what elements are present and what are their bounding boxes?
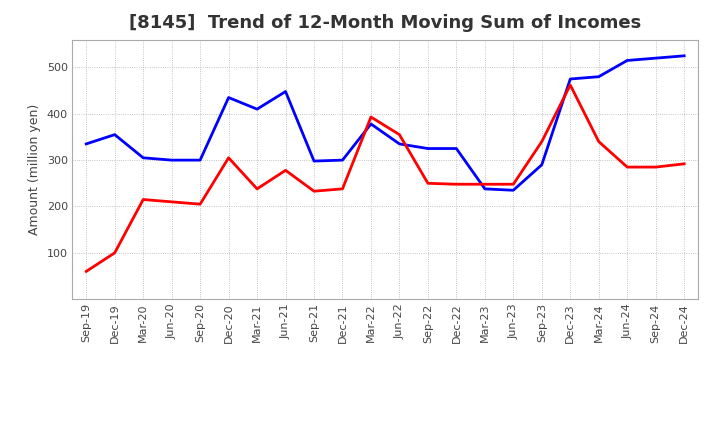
Net Income	[253, 186, 261, 191]
Net Income	[110, 250, 119, 256]
Ordinary Income	[623, 58, 631, 63]
Title: [8145]  Trend of 12-Month Moving Sum of Incomes: [8145] Trend of 12-Month Moving Sum of I…	[129, 15, 642, 33]
Net Income	[537, 139, 546, 144]
Ordinary Income	[338, 158, 347, 163]
Ordinary Income	[253, 106, 261, 112]
Net Income	[395, 132, 404, 137]
Ordinary Income	[566, 77, 575, 82]
Net Income	[167, 199, 176, 205]
Ordinary Income	[395, 141, 404, 147]
Net Income	[366, 114, 375, 120]
Ordinary Income	[509, 187, 518, 193]
Ordinary Income	[225, 95, 233, 100]
Y-axis label: Amount (million yen): Amount (million yen)	[28, 104, 41, 235]
Net Income	[82, 269, 91, 274]
Net Income	[480, 182, 489, 187]
Ordinary Income	[139, 155, 148, 161]
Net Income	[595, 139, 603, 144]
Net Income	[338, 186, 347, 191]
Ordinary Income	[423, 146, 432, 151]
Ordinary Income	[366, 121, 375, 127]
Net Income	[566, 82, 575, 88]
Ordinary Income	[167, 158, 176, 163]
Net Income	[652, 165, 660, 170]
Line: Ordinary Income: Ordinary Income	[86, 56, 684, 190]
Ordinary Income	[310, 158, 318, 164]
Ordinary Income	[282, 89, 290, 94]
Net Income	[139, 197, 148, 202]
Ordinary Income	[480, 186, 489, 191]
Ordinary Income	[196, 158, 204, 163]
Net Income	[196, 202, 204, 207]
Line: Net Income: Net Income	[86, 85, 684, 271]
Net Income	[225, 155, 233, 161]
Net Income	[282, 168, 290, 173]
Ordinary Income	[680, 53, 688, 59]
Ordinary Income	[537, 162, 546, 167]
Net Income	[623, 165, 631, 170]
Ordinary Income	[110, 132, 119, 137]
Net Income	[310, 189, 318, 194]
Ordinary Income	[595, 74, 603, 79]
Net Income	[680, 161, 688, 166]
Net Income	[452, 182, 461, 187]
Ordinary Income	[452, 146, 461, 151]
Net Income	[509, 182, 518, 187]
Ordinary Income	[82, 141, 91, 147]
Net Income	[423, 181, 432, 186]
Ordinary Income	[652, 55, 660, 61]
